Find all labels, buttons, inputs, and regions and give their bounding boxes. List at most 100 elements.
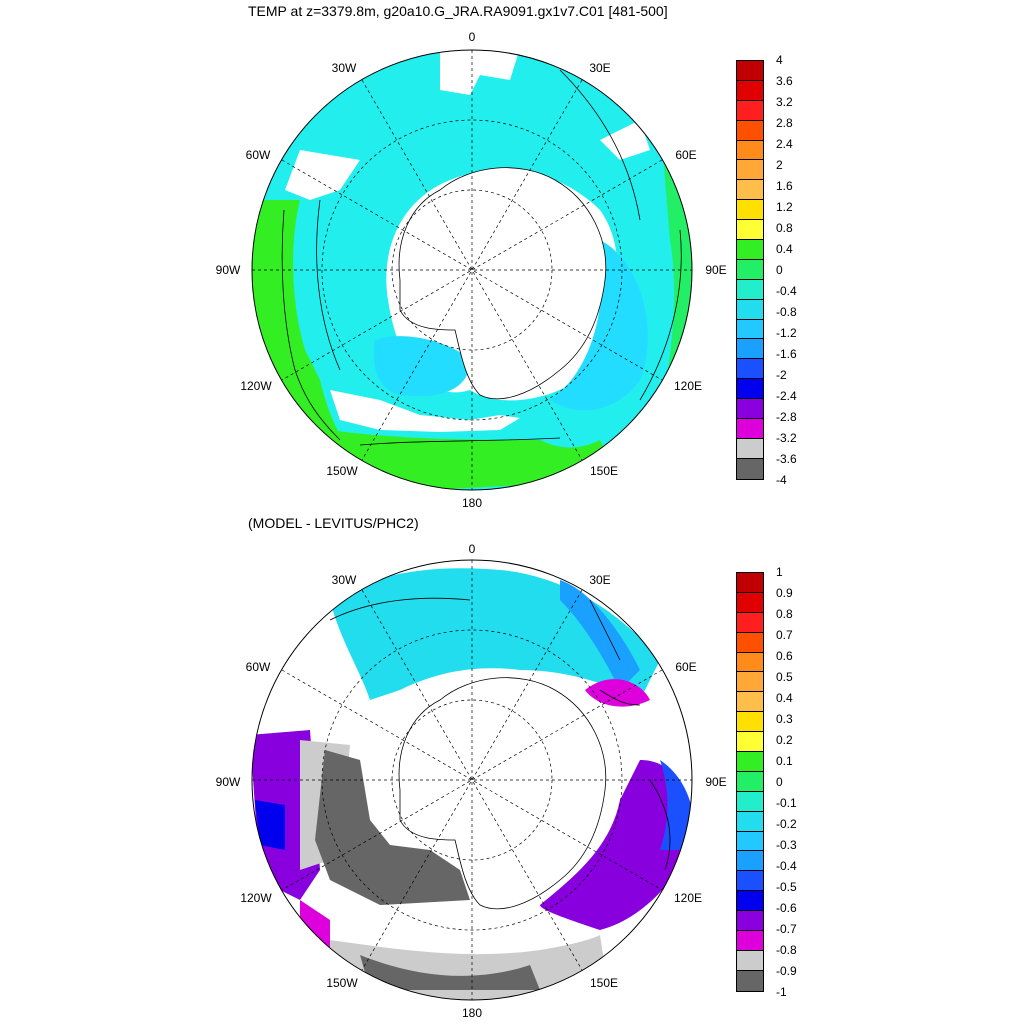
top-cb-label: 1.6	[776, 179, 793, 193]
bottom-lon-0: 0	[468, 542, 476, 556]
bottom-lon-180: 180	[461, 1006, 483, 1020]
colorbar-swatch	[737, 200, 763, 221]
colorbar-swatch	[737, 573, 763, 593]
bottom-lon-90w: 90W	[215, 775, 241, 789]
top-antarctica	[398, 167, 607, 400]
top-cb-label: -2	[776, 368, 787, 382]
bottom-cb-label: 0.8	[776, 607, 793, 621]
top-lon-90e: 90E	[705, 263, 727, 277]
bottom-cb-label: 0.2	[776, 733, 793, 747]
top-lon-150w: 150W	[326, 464, 358, 478]
colorbar-swatch	[737, 871, 763, 892]
bottom-lon-60w: 60W	[245, 660, 271, 674]
bottom-cb-label: 0.3	[776, 712, 793, 726]
colorbar-swatch	[737, 100, 763, 121]
bottom-cb-label: 0.9	[776, 586, 793, 600]
top-cb-label: 0	[776, 263, 783, 277]
bottom-cb-label: 1	[776, 565, 783, 579]
colorbar-swatch	[737, 791, 763, 812]
bottom-diff-darkgray	[315, 750, 470, 905]
colorbar-swatch	[737, 632, 763, 653]
colorbar-swatch	[737, 612, 763, 633]
colorbar-swatch	[737, 950, 763, 971]
bottom-cb-label: -0.6	[776, 901, 797, 915]
top-lon-60e: 60E	[675, 148, 697, 162]
colorbar-swatch	[737, 458, 763, 479]
colorbar-swatch	[737, 652, 763, 673]
colorbar-swatch	[737, 732, 763, 753]
colorbar-swatch	[737, 752, 763, 772]
top-cb-label: -0.8	[776, 305, 797, 319]
bottom-cb-label: 0.6	[776, 649, 793, 663]
colorbar-swatch	[737, 672, 763, 693]
top-cb-label: 3.6	[776, 74, 793, 88]
bottom-lon-150e: 150E	[589, 976, 619, 990]
colorbar-swatch	[737, 180, 763, 201]
colorbar-swatch	[737, 438, 763, 459]
bottom-lon-60e: 60E	[675, 660, 697, 674]
colorbar-swatch	[737, 811, 763, 832]
top-cb-label: 1.2	[776, 200, 793, 214]
top-cb-label: 3.2	[776, 95, 793, 109]
bottom-cb-label: 0	[776, 775, 783, 789]
top-lon-180: 180	[461, 496, 483, 510]
top-map	[252, 50, 692, 490]
colorbar-swatch	[737, 771, 763, 792]
bottom-lon-30w: 30W	[331, 573, 357, 587]
top-cb-label: -0.4	[776, 284, 797, 298]
colorbar-swatch	[737, 120, 763, 141]
top-cb-label: 0.8	[776, 221, 793, 235]
bottom-antarctica	[398, 677, 607, 910]
top-cb-label: -2.8	[776, 410, 797, 424]
bottom-cb-label: -0.9	[776, 964, 797, 978]
top-lon-60w: 60W	[245, 148, 271, 162]
top-cb-label: -1.6	[776, 347, 797, 361]
colorbar-swatch	[737, 692, 763, 713]
colorbar-swatch	[737, 299, 763, 320]
top-cb-label: 2	[776, 158, 783, 172]
top-cb-label: 2.8	[776, 116, 793, 130]
colorbar-swatch	[737, 80, 763, 101]
top-cb-label: 4	[776, 53, 783, 67]
colorbar-swatch	[737, 399, 763, 420]
top-cb-label: -2.4	[776, 389, 797, 403]
colorbar-swatch	[737, 911, 763, 932]
bottom-lon-90e: 90E	[705, 775, 727, 789]
bottom-cb-label: 0.1	[776, 754, 793, 768]
colorbar-swatch	[737, 712, 763, 733]
colorbar-swatch	[737, 970, 763, 991]
top-cb-label: 0.4	[776, 242, 793, 256]
colorbar-swatch	[737, 831, 763, 852]
colorbar-swatch	[737, 359, 763, 380]
top-cb-label: -3.6	[776, 452, 797, 466]
bottom-lon-150w: 150W	[326, 976, 358, 990]
top-lon-30e: 30E	[589, 61, 611, 75]
bottom-lon-120e: 120E	[673, 891, 703, 905]
colorbar-swatch	[737, 160, 763, 181]
bottom-cb-label: -0.1	[776, 796, 797, 810]
colorbar-swatch	[737, 379, 763, 400]
bottom-cb-label: 0.5	[776, 670, 793, 684]
colorbar-swatch	[737, 931, 763, 951]
colorbar-swatch	[737, 240, 763, 260]
top-lon-120e: 120E	[673, 379, 703, 393]
bottom-lon-120w: 120W	[240, 891, 272, 905]
bottom-cb-label: -0.2	[776, 817, 797, 831]
bottom-cb-label: -0.5	[776, 880, 797, 894]
bottom-cb-label: -0.7	[776, 922, 797, 936]
bottom-cb-label: -1	[776, 985, 787, 999]
top-cb-label: 2.4	[776, 137, 793, 151]
top-lon-0: 0	[468, 30, 476, 44]
panel-top-title: TEMP at z=3379.8m, g20a10.G_JRA.RA9091.g…	[248, 3, 668, 19]
bottom-lon-30e: 30E	[589, 573, 611, 587]
top-cb-label: -4	[776, 473, 787, 487]
colorbar-swatch	[737, 891, 763, 912]
colorbar-swatch	[737, 339, 763, 360]
bottom-map	[252, 560, 692, 1000]
bottom-cb-label: -0.8	[776, 943, 797, 957]
bottom-colorbar	[736, 572, 764, 992]
colorbar-swatch	[737, 259, 763, 280]
colorbar-swatch	[737, 419, 763, 439]
colorbar-swatch	[737, 592, 763, 613]
